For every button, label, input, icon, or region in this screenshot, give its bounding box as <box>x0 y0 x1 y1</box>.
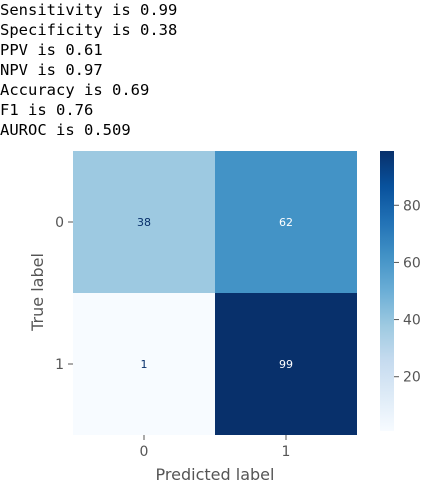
metric-label: Specificity <box>0 21 103 39</box>
x-tick-label: 1 <box>282 444 291 460</box>
metrics-output: Sensitivity is 0.99 Specificity is 0.38 PP… <box>0 0 177 140</box>
cell-value-label: 99 <box>279 358 293 371</box>
metric-line: Sensitivity is 0.99 <box>0 1 178 19</box>
metric-label: NPV <box>0 61 28 79</box>
cell-value-label: 38 <box>137 216 151 229</box>
metric-value: 0.69 <box>111 81 150 99</box>
x-tick-label: 0 <box>140 444 149 460</box>
y-axis-title: True label <box>28 253 47 332</box>
y-tick-label: 0 <box>55 215 64 231</box>
cell-value-label: 62 <box>279 216 293 229</box>
metric-line: NPV is 0.97 <box>0 61 103 79</box>
colorbar-tick-label: 60 <box>403 255 421 271</box>
heatmap-cell <box>73 293 215 435</box>
heatmap-cell <box>215 151 357 293</box>
metric-value: 0.76 <box>56 101 94 119</box>
metric-label: AUROC <box>0 121 47 139</box>
metric-label: F1 <box>0 101 19 119</box>
metric-value: 0.61 <box>65 41 103 59</box>
metric-value: 0.99 <box>139 1 178 19</box>
metric-value: 0.509 <box>84 121 131 139</box>
metric-line: Specificity is 0.38 <box>0 21 178 39</box>
colorbar <box>380 151 394 431</box>
metric-label: PPV <box>0 41 28 59</box>
metric-value: 0.97 <box>65 61 103 79</box>
heatmap-cell <box>73 151 215 293</box>
metric-label: Sensitivity <box>0 1 103 19</box>
colorbar-tick-label: 20 <box>403 370 421 386</box>
cell-value-label: 1 <box>141 358 148 371</box>
metric-line: Accuracy is 0.69 <box>0 81 150 99</box>
metric-line: F1 is 0.76 <box>0 101 94 119</box>
metric-label: Accuracy <box>0 81 75 99</box>
metric-line: PPV is 0.61 <box>0 41 103 59</box>
y-tick-label: 1 <box>55 357 64 373</box>
metric-value: 0.38 <box>139 21 178 39</box>
x-axis-title: Predicted label <box>156 465 275 484</box>
colorbar-tick-label: 40 <box>403 313 421 329</box>
heatmap-cell <box>215 293 357 435</box>
colorbar-tick-label: 80 <box>403 198 421 214</box>
metric-line: AUROC is 0.509 <box>0 121 131 139</box>
